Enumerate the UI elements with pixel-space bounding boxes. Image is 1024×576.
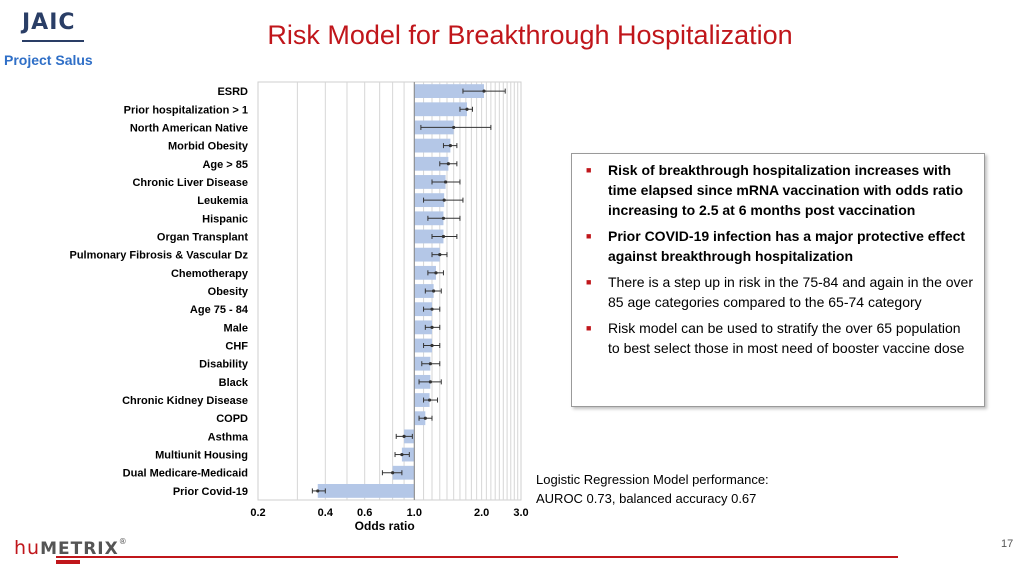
slide-title: Risk Model for Breakthrough Hospitalizat… <box>267 20 793 50</box>
point-estimate <box>441 216 446 220</box>
footer-rule-accent <box>56 560 80 564</box>
point-estimate <box>442 198 446 202</box>
category-label: ESRD <box>217 86 248 98</box>
category-label: Multiunit Housing <box>155 450 248 462</box>
bullet-marker-icon: ■ <box>586 231 592 241</box>
x-tick-label: 1.0 <box>407 507 422 519</box>
point-estimate <box>482 89 486 93</box>
category-label: Chronic Liver Disease <box>132 177 248 189</box>
point-estimate <box>465 107 469 111</box>
point-estimate <box>400 452 404 457</box>
point-estimate <box>402 434 406 438</box>
category-label: Black <box>219 377 249 389</box>
bullet-marker-icon: ■ <box>586 165 592 175</box>
finding-bullet: ■ Risk model can be used to stratify the… <box>582 318 974 358</box>
point-estimate <box>432 289 436 293</box>
finding-text: Risk model can be used to stratify the o… <box>608 320 965 356</box>
humetrix-logo: huMETRIX® <box>14 537 128 559</box>
category-label: Chemotherapy <box>171 268 249 280</box>
category-label: Dual Medicare-Medicaid <box>123 468 248 480</box>
point-estimate <box>316 489 320 493</box>
category-label: Disability <box>199 359 249 371</box>
model-performance: Logistic Regression Model performance: A… <box>536 470 769 508</box>
category-label: COPD <box>216 413 248 425</box>
bar <box>414 393 430 407</box>
page-number: 17 <box>1001 538 1014 550</box>
bar <box>414 138 451 153</box>
bar <box>414 247 440 262</box>
performance-line-1: Logistic Regression Model performance: <box>536 472 769 487</box>
x-axis-label: Odds ratio <box>355 519 415 533</box>
point-estimate <box>441 234 446 239</box>
category-label: Pulmonary Fibrosis & Vascular Dz <box>69 250 248 262</box>
humetrix-logo-metrix: METRIX <box>40 539 119 559</box>
category-label: Male <box>224 322 248 334</box>
point-estimate <box>438 253 442 257</box>
category-label: North American Native <box>130 122 248 134</box>
finding-bullet: ■ Risk of breakthrough hospitalization i… <box>582 160 974 220</box>
point-estimate <box>430 307 434 311</box>
findings-box: ■ Risk of breakthrough hospitalization i… <box>571 153 985 407</box>
finding-bullet: ■ There is a step up in risk in the 75-8… <box>582 272 974 312</box>
bar <box>414 102 467 117</box>
humetrix-logo-hu: hu <box>14 537 41 559</box>
category-label: Asthma <box>208 431 249 443</box>
performance-line-2: AUROC 0.73, balanced accuracy 0.67 <box>536 491 757 506</box>
bar <box>392 465 415 480</box>
category-label: Age 75 - 84 <box>190 304 249 316</box>
project-label: Project Salus <box>4 52 93 68</box>
point-estimate <box>434 271 438 275</box>
odds-ratio-chart: ESRD Prior hospitalization > 1 North Ameri… <box>69 81 529 533</box>
category-label: Morbid Obesity <box>168 141 249 153</box>
point-estimate <box>427 398 432 402</box>
x-tick-label: 2.0 <box>474 507 489 519</box>
bar <box>414 265 436 280</box>
x-tick-label: 0.4 <box>318 507 334 519</box>
category-label: Organ Transplant <box>157 231 248 243</box>
point-estimate <box>430 325 434 329</box>
bullet-marker-icon: ■ <box>586 323 592 333</box>
category-label: Chronic Kidney Disease <box>122 395 248 407</box>
point-estimate <box>423 416 427 420</box>
category-label: Obesity <box>208 286 249 298</box>
bar <box>414 84 485 98</box>
category-label: Leukemia <box>197 195 249 207</box>
bar <box>414 229 444 244</box>
point-estimate <box>452 125 456 130</box>
bar <box>414 175 446 189</box>
finding-text: Risk of breakthrough hospitalization inc… <box>608 162 964 218</box>
bullet-marker-icon: ■ <box>586 277 592 287</box>
category-label: Hispanic <box>202 213 248 225</box>
category-label: Prior hospitalization > 1 <box>124 104 248 116</box>
bar <box>414 156 449 171</box>
jaic-logo-underline <box>22 40 84 42</box>
plot-area <box>257 81 522 501</box>
category-label: CHF <box>225 341 248 353</box>
footer-rule <box>56 556 898 558</box>
bar <box>317 484 415 498</box>
jaic-logo: JAIC <box>22 10 76 35</box>
point-estimate <box>446 162 450 166</box>
x-tick-label: 0.6 <box>357 507 372 519</box>
x-tick-label: 0.2 <box>250 507 265 519</box>
finding-bullet: ■ Prior COVID-19 infection has a major p… <box>582 226 974 266</box>
finding-text: There is a step up in risk in the 75-84 … <box>608 274 973 310</box>
bar <box>414 320 433 335</box>
finding-text: Prior COVID-19 infection has a major pro… <box>608 228 966 264</box>
point-estimate <box>448 144 452 148</box>
bar <box>414 284 434 298</box>
point-estimate <box>443 180 448 184</box>
point-estimate <box>428 362 432 366</box>
category-label: Prior Covid-19 <box>173 486 248 498</box>
point-estimate <box>391 471 395 475</box>
x-tick-label: 3.0 <box>513 507 528 519</box>
category-label: Age > 85 <box>202 159 248 171</box>
point-estimate <box>430 343 434 348</box>
registered-mark: ® <box>118 537 128 546</box>
point-estimate <box>428 380 432 384</box>
